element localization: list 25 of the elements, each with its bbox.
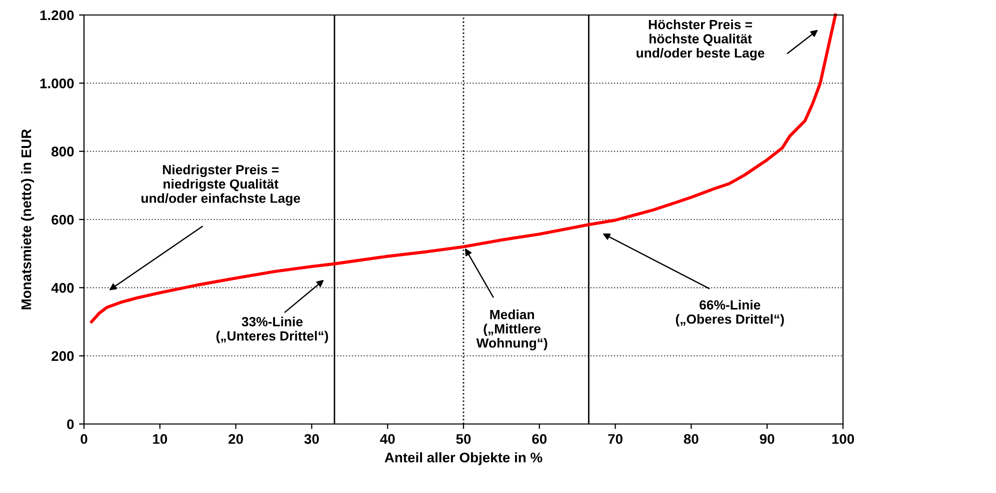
x-tick-label: 20 [228, 434, 243, 444]
annotation: Höchster Preis = höchste Qualität und/oder beste Lage [636, 20, 764, 60]
x-tick-label: 0 [80, 434, 88, 444]
x-tick-label: 90 [760, 434, 774, 444]
x-tick-label: 10 [153, 434, 168, 444]
annotation: Niedrigster Preis = niedrigste Qualität und/oder einfachste Lage [142, 164, 300, 206]
y-tick-label: 600 [52, 214, 74, 225]
y-tick-label: 400 [51, 283, 74, 293]
y-tick-label: 800 [52, 146, 74, 157]
x-tick-label: 70 [608, 434, 622, 444]
x-tick-label: 60 [532, 434, 547, 444]
y-axis-title: Monatsmiete (netto) in EUR [21, 129, 34, 310]
annotation: 66%-Linie („Oberes Drittel“) [676, 300, 784, 326]
x-axis-title: Anteil aller Objekte in % [384, 452, 542, 466]
annotation: Median („Mittlere Wohnung“) [476, 310, 548, 350]
x-tick-label: 80 [684, 434, 698, 444]
x-tick-label: 100 [832, 434, 854, 444]
x-tick-label: 40 [380, 434, 395, 444]
x-tick-label: 50 [456, 434, 471, 444]
y-tick-label: 200 [52, 351, 74, 362]
annotation: 33%-Linie („Unteres Drittel“) [216, 316, 328, 344]
y-tick-label: 1.200 [40, 10, 74, 20]
x-tick-label: 30 [304, 434, 319, 444]
y-tick-label: 0 [67, 419, 74, 430]
y-tick-label: 1.000 [40, 78, 74, 88]
